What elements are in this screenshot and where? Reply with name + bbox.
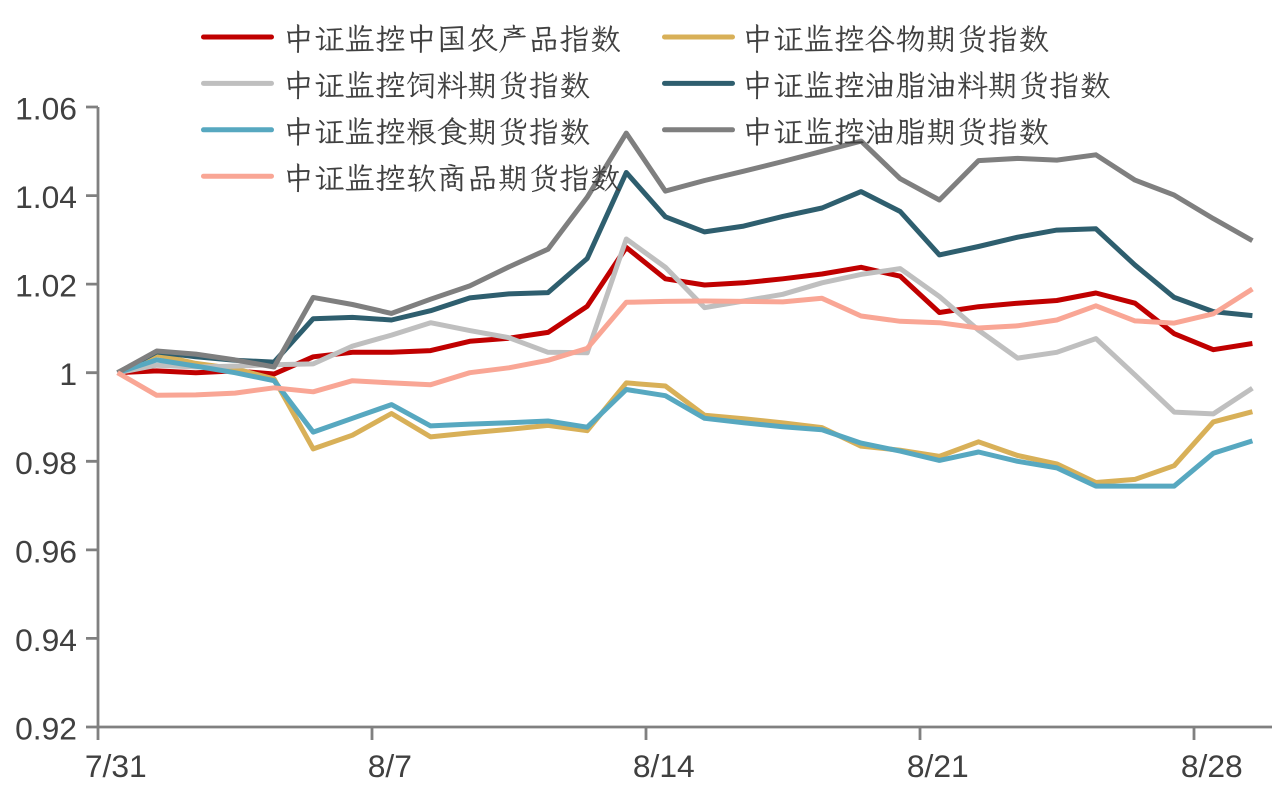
svg-text:1.04: 1.04 xyxy=(15,179,77,215)
svg-text:0.98: 0.98 xyxy=(15,445,77,481)
svg-text:0.96: 0.96 xyxy=(15,533,77,569)
svg-text:1.06: 1.06 xyxy=(15,91,77,127)
svg-text:8/7: 8/7 xyxy=(368,748,412,784)
svg-text:7/31: 7/31 xyxy=(85,748,147,784)
svg-text:0.94: 0.94 xyxy=(15,622,77,658)
svg-text:8/21: 8/21 xyxy=(907,748,969,784)
svg-text:0.92: 0.92 xyxy=(15,711,77,747)
svg-text:1: 1 xyxy=(59,356,77,392)
svg-text:1.02: 1.02 xyxy=(15,268,77,304)
svg-text:8/28: 8/28 xyxy=(1181,748,1243,784)
svg-text:8/14: 8/14 xyxy=(633,748,695,784)
